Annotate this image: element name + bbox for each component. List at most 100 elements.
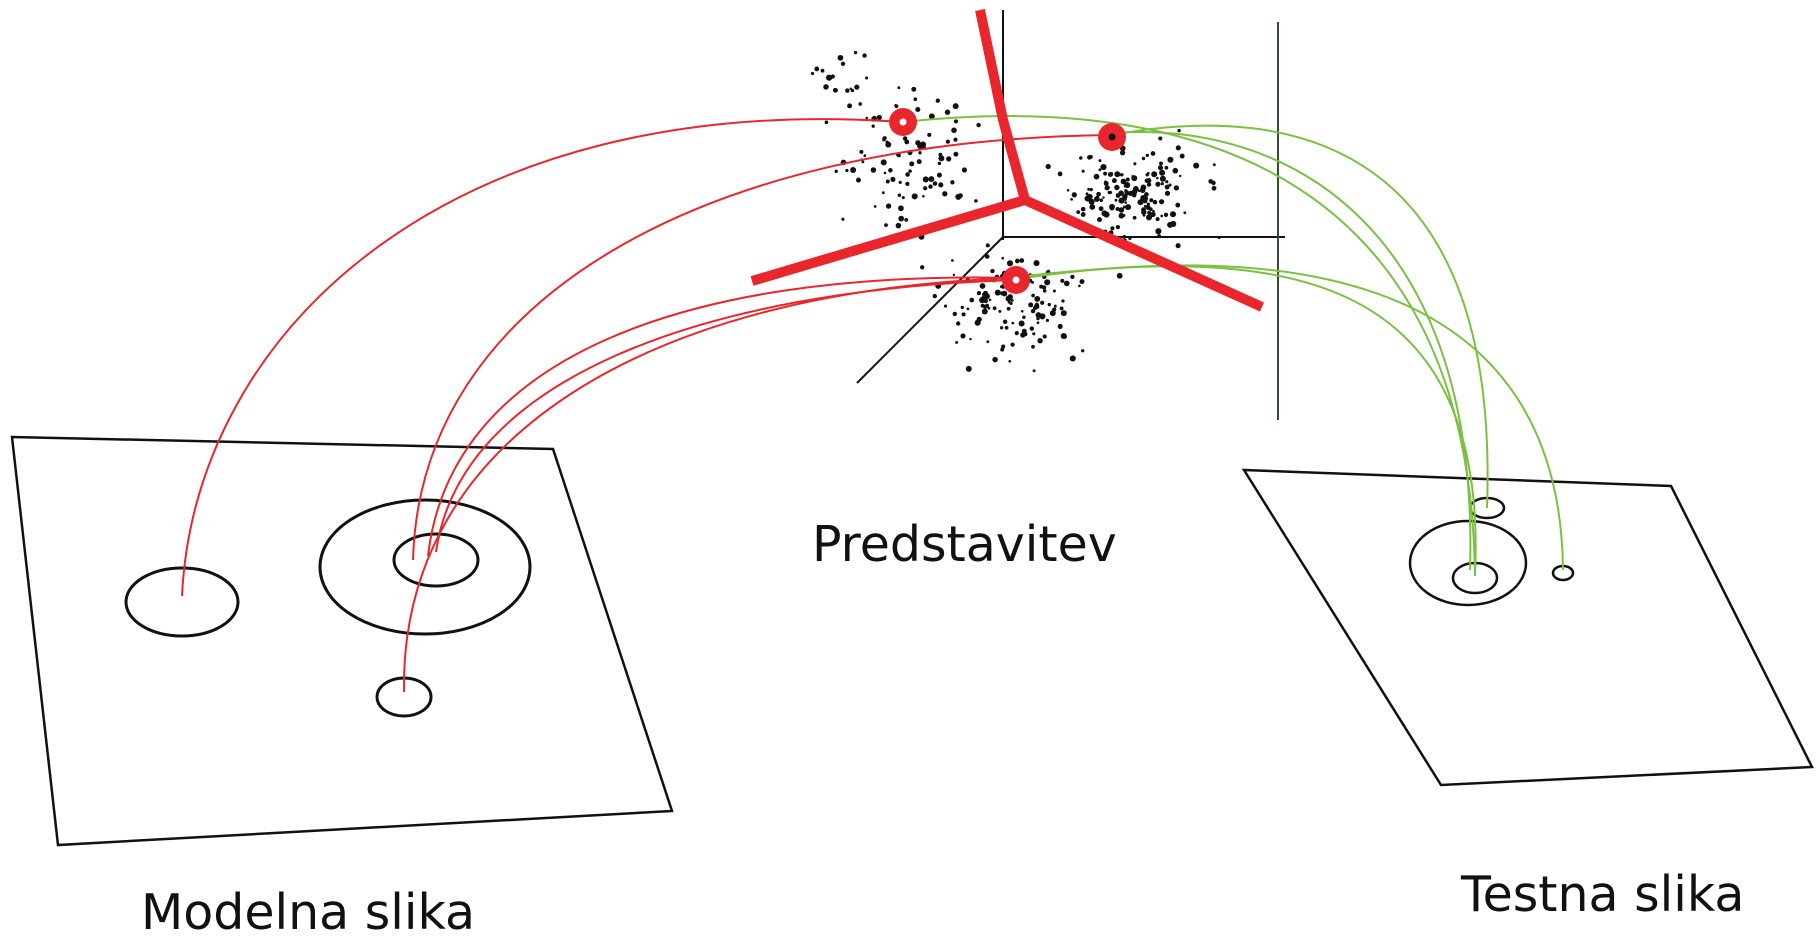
feature-point — [1114, 184, 1120, 191]
feature-point — [1124, 182, 1131, 189]
feature-point — [999, 326, 1004, 330]
feature-point — [1125, 204, 1132, 211]
feature-point — [1172, 167, 1179, 174]
feature-point — [1019, 258, 1025, 263]
feature-point — [1087, 155, 1092, 160]
feature-point — [922, 195, 925, 198]
feature-point — [1114, 171, 1121, 178]
feature-point — [974, 199, 978, 203]
feature-point — [1159, 169, 1166, 176]
feature-point — [888, 168, 893, 173]
feature-point — [885, 140, 889, 144]
feature-point — [1028, 302, 1034, 308]
feature-point — [1145, 173, 1149, 177]
feature-point — [1178, 174, 1182, 178]
feature-point — [1011, 321, 1015, 325]
feature-point — [915, 106, 921, 113]
feature-point — [1120, 173, 1124, 177]
partition-edge-right — [1022, 195, 1265, 312]
model-link — [181, 118, 903, 597]
feature-point — [1085, 192, 1089, 196]
feature-point — [1036, 316, 1040, 321]
feature-point — [1211, 185, 1217, 191]
feature-point — [1034, 295, 1041, 302]
feature-point — [1066, 189, 1070, 192]
feature-point — [976, 291, 982, 296]
feature-point — [1125, 177, 1130, 182]
feature-point — [849, 87, 853, 90]
feature-point — [951, 127, 957, 134]
feature-point — [880, 159, 887, 166]
feature-point — [1150, 151, 1156, 156]
feature-point — [1164, 184, 1170, 190]
feature-point — [1086, 193, 1093, 200]
feature-point — [990, 268, 995, 274]
feature-point — [832, 87, 838, 93]
feature-point — [965, 365, 972, 372]
feature-point — [863, 154, 867, 157]
feature-point — [1143, 204, 1147, 208]
feature-point — [983, 290, 988, 296]
feature-point — [1115, 224, 1121, 230]
feature-point — [1001, 256, 1004, 260]
feature-point — [1060, 278, 1065, 283]
feature-point — [1004, 325, 1009, 330]
descriptor-marker — [889, 108, 917, 136]
feature-point — [1010, 298, 1014, 302]
feature-point — [1002, 319, 1008, 324]
feature-point — [1122, 234, 1126, 238]
feature-point — [1080, 206, 1086, 212]
feature-point — [984, 254, 990, 259]
feature-point — [890, 176, 896, 182]
test-links — [903, 115, 1564, 577]
feature-point — [1133, 162, 1137, 166]
feature-point — [885, 203, 892, 209]
feature-point — [845, 88, 850, 93]
feature-point — [1133, 186, 1139, 192]
feature-point — [1146, 178, 1152, 184]
feature-point — [1008, 359, 1012, 363]
feature-point — [960, 333, 966, 339]
feature-point — [1211, 180, 1216, 186]
feature-point — [1036, 321, 1040, 325]
feature-point — [1098, 159, 1102, 163]
feature-point — [837, 54, 844, 61]
feature-point — [1032, 305, 1038, 311]
feature-point — [904, 218, 909, 222]
feature-point — [953, 119, 959, 124]
feature-point — [1111, 178, 1117, 184]
feature-point — [1071, 192, 1077, 198]
feature-point — [1062, 334, 1068, 339]
feature-point — [1217, 236, 1221, 239]
feature-point — [1031, 344, 1035, 349]
feature-point — [1118, 207, 1125, 213]
feature-point — [953, 137, 958, 142]
feature-point — [1122, 214, 1126, 217]
feature-point — [955, 193, 962, 200]
feature-point — [1144, 192, 1149, 197]
feature-point — [897, 153, 901, 158]
highlighted-descriptors — [889, 108, 1126, 294]
feature-point — [1169, 211, 1177, 218]
feature-point — [932, 293, 937, 299]
feature-point — [1179, 153, 1185, 159]
feature-point — [1145, 204, 1151, 211]
feature-point — [936, 172, 942, 178]
feature-point — [992, 306, 997, 311]
feature-point — [1057, 171, 1063, 177]
feature-point — [1122, 205, 1126, 209]
feature-point — [905, 181, 910, 187]
feature-point — [1006, 306, 1011, 311]
feature-point — [904, 139, 910, 145]
feature-point — [916, 159, 922, 165]
model-image-plane — [10, 435, 674, 847]
feature-point — [1103, 181, 1109, 186]
feature-point — [1096, 191, 1101, 197]
feature-point — [865, 76, 869, 80]
feature-point — [935, 98, 940, 103]
feature-point — [858, 102, 863, 106]
feature-point — [1088, 198, 1095, 205]
feature-point — [1069, 355, 1076, 362]
feature-point — [1000, 347, 1005, 352]
feature-point — [895, 222, 902, 229]
